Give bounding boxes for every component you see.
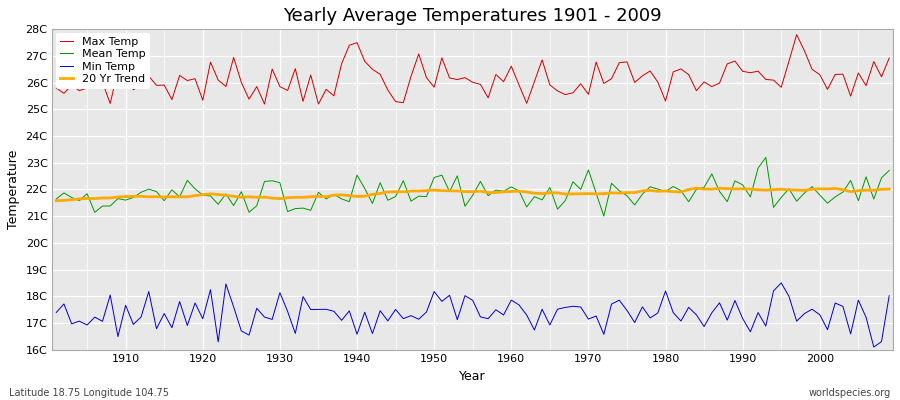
20 Yr Trend bbox=[691, 186, 702, 190]
20 Yr Trend bbox=[506, 189, 517, 194]
20 Yr Trend bbox=[50, 198, 61, 203]
Min Temp bbox=[776, 280, 787, 285]
Min Temp bbox=[328, 309, 339, 314]
Text: Latitude 18.75 Longitude 104.75: Latitude 18.75 Longitude 104.75 bbox=[9, 388, 169, 398]
Min Temp bbox=[884, 293, 895, 298]
Max Temp bbox=[884, 56, 895, 60]
Max Temp bbox=[259, 102, 270, 106]
20 Yr Trend bbox=[283, 195, 293, 200]
Mean Temp bbox=[112, 196, 123, 201]
Min Temp bbox=[598, 332, 609, 337]
Line: Mean Temp: Mean Temp bbox=[56, 158, 889, 216]
Mean Temp bbox=[606, 181, 616, 186]
Min Temp bbox=[283, 309, 293, 314]
Mean Temp bbox=[499, 189, 509, 194]
Title: Yearly Average Temperatures 1901 - 2009: Yearly Average Temperatures 1901 - 2009 bbox=[284, 7, 662, 25]
Mean Temp bbox=[328, 192, 339, 197]
Mean Temp bbox=[283, 209, 293, 214]
Min Temp bbox=[50, 310, 61, 315]
20 Yr Trend bbox=[598, 191, 609, 196]
Max Temp bbox=[791, 32, 802, 37]
X-axis label: Year: Year bbox=[459, 370, 486, 383]
Max Temp bbox=[50, 86, 61, 90]
20 Yr Trend bbox=[884, 187, 895, 192]
Max Temp bbox=[514, 82, 525, 87]
Legend: Max Temp, Mean Temp, Min Temp, 20 Yr Trend: Max Temp, Mean Temp, Min Temp, 20 Yr Tre… bbox=[56, 33, 150, 89]
Min Temp bbox=[499, 312, 509, 317]
Text: worldspecies.org: worldspecies.org bbox=[809, 388, 891, 398]
Min Temp bbox=[112, 334, 123, 339]
Mean Temp bbox=[884, 168, 895, 173]
Mean Temp bbox=[50, 197, 61, 202]
Min Temp bbox=[506, 298, 517, 302]
Y-axis label: Temperature: Temperature bbox=[7, 150, 20, 229]
Line: 20 Yr Trend: 20 Yr Trend bbox=[56, 188, 889, 201]
Mean Temp bbox=[760, 155, 771, 160]
Line: Min Temp: Min Temp bbox=[56, 283, 889, 347]
20 Yr Trend bbox=[499, 190, 509, 194]
Max Temp bbox=[337, 61, 347, 66]
Max Temp bbox=[506, 64, 517, 68]
20 Yr Trend bbox=[328, 193, 339, 198]
Max Temp bbox=[606, 76, 616, 81]
Min Temp bbox=[868, 344, 879, 349]
Line: Max Temp: Max Temp bbox=[56, 35, 889, 104]
Mean Temp bbox=[506, 184, 517, 189]
Max Temp bbox=[112, 68, 123, 72]
Mean Temp bbox=[598, 214, 609, 218]
20 Yr Trend bbox=[112, 194, 123, 199]
Max Temp bbox=[290, 66, 301, 71]
